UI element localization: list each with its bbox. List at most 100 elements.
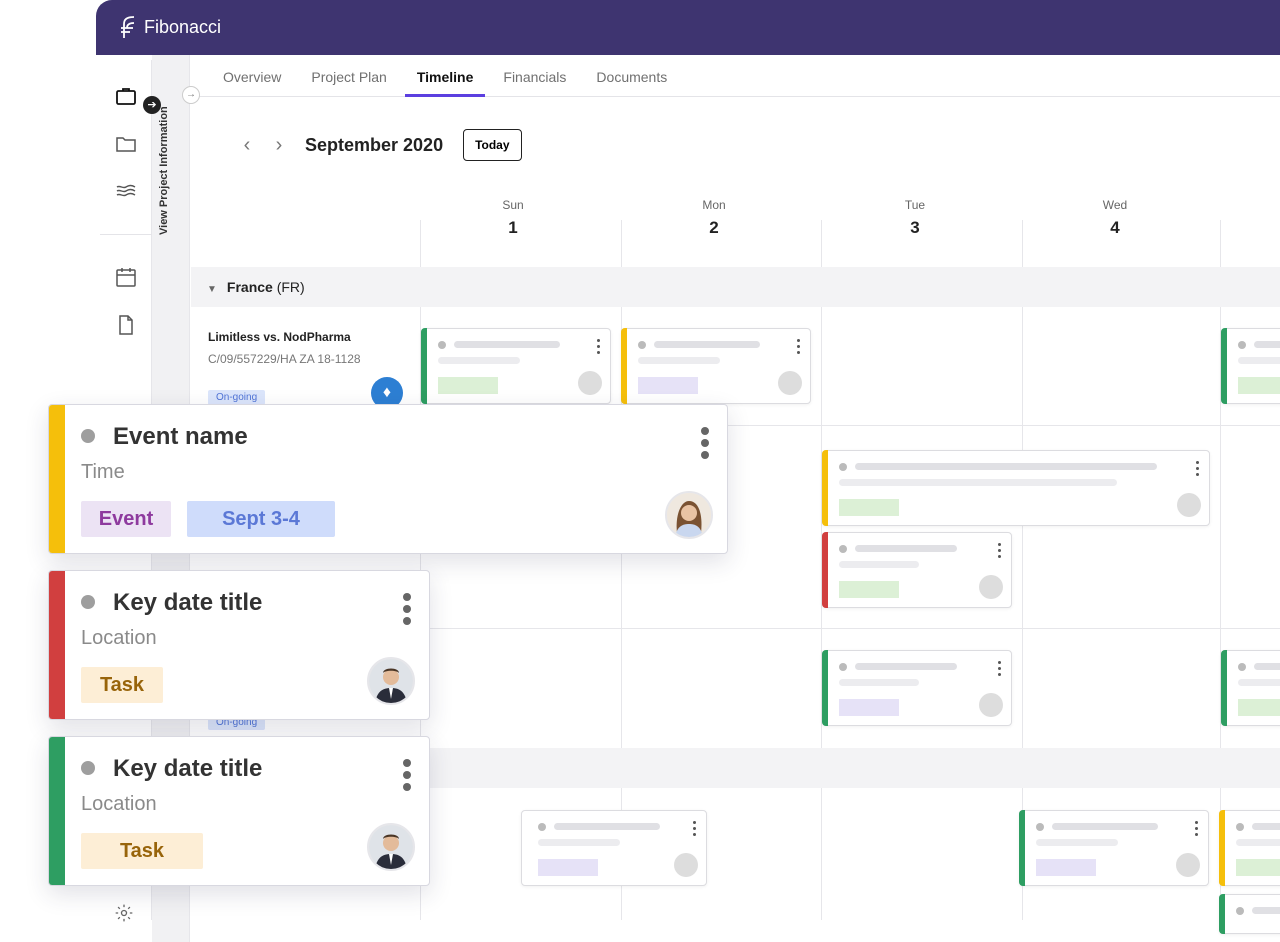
placeholder-bar [839,561,919,568]
group-row-france[interactable]: ▼ France (FR) [191,267,1280,307]
day-header: Sun 1 [413,198,613,238]
key-date-popup-card[interactable]: Key date title Location Task [48,736,430,886]
placeholder-bar [1254,341,1280,348]
event-card[interactable] [822,650,1012,726]
event-card[interactable] [421,328,611,404]
kebab-menu-icon[interactable] [1195,821,1198,839]
today-button[interactable]: Today [463,129,522,161]
day-name: Wed [1102,198,1128,212]
kebab-menu-icon[interactable] [998,543,1001,561]
event-card[interactable] [621,328,811,404]
key-date-title: Key date title [113,589,263,616]
card-stripe [1221,328,1227,404]
status-dot [839,463,847,471]
matter-title[interactable]: Limitless vs. NodPharma [208,330,351,344]
kebab-menu-icon[interactable] [1196,461,1199,479]
event-title: Event name [113,423,248,450]
calendar-nav: ‹ › September 2020 Today [231,129,522,161]
avatar [1177,493,1201,517]
event-card[interactable] [822,532,1012,608]
timeline-grid: Sun 1 Mon 2 Tue 3 Wed 4 ▼ France (FR) Lim… [191,190,1280,934]
card-stripe [49,737,65,885]
event-card[interactable] [1221,650,1280,726]
card-stripe [822,450,828,526]
drop-icon: ♦ [371,377,403,409]
status-dot [1238,341,1246,349]
event-card[interactable] [1219,810,1280,886]
caret-down-icon[interactable]: ▼ [207,284,217,295]
event-popup-card[interactable]: Event name Time Event Sept 3-4 [48,404,728,554]
key-date-popup-card[interactable]: Key date title Location Task [48,570,430,720]
chevron-right-icon[interactable]: › [275,133,283,156]
avatar [367,823,415,871]
card-stripe [49,571,65,719]
status-dot [1236,823,1244,831]
tag-placeholder [1236,859,1280,876]
card-stripe [621,328,627,404]
kebab-menu-icon[interactable] [701,427,709,463]
card-stripe [421,328,427,404]
kebab-menu-icon[interactable] [597,339,600,357]
card-stripe [822,650,828,726]
column-divider [1022,220,1023,920]
tab-project-plan[interactable]: Project Plan [311,69,387,85]
day-name: Tue [904,198,926,212]
event-card[interactable] [1221,328,1280,404]
calendar-icon[interactable] [114,265,138,289]
status-dot [638,341,646,349]
placeholder-bar [855,663,957,670]
kebab-menu-icon[interactable] [797,339,800,357]
placeholder-bar [554,823,660,830]
placeholder-bar [855,463,1157,470]
placeholder-bar [1036,839,1118,846]
group-name: France [226,279,273,295]
tab-overview[interactable]: Overview [223,69,282,85]
briefcase-icon[interactable] [114,84,138,108]
tag-placeholder [1238,377,1280,394]
tag-placeholder [839,699,899,716]
brand-logo[interactable]: Fibonacci [118,14,221,40]
rail-divider [100,234,152,235]
tag-placeholder [1238,699,1280,716]
placeholder-bar [855,545,957,552]
tab-timeline[interactable]: Timeline [404,55,486,97]
event-card[interactable] [1219,894,1280,934]
document-icon[interactable] [114,313,138,337]
expand-panel-icon[interactable]: → [182,86,200,104]
placeholder-bar [538,839,620,846]
day-number: 4 [1110,218,1120,237]
layers-icon[interactable] [114,180,138,204]
placeholder-bar [654,341,760,348]
group-code: (FR) [276,279,305,295]
day-number: 3 [910,218,920,237]
placeholder-bar [638,357,720,364]
avatar [578,371,602,395]
event-card[interactable] [1019,810,1209,886]
tag-placeholder [839,581,899,598]
key-date-location: Location [81,627,157,649]
day-header: Wed 4 [1015,198,1215,238]
kebab-menu-icon[interactable] [998,661,1001,679]
avatar [979,693,1003,717]
folder-icon[interactable] [114,132,138,156]
tag-placeholder [538,859,598,876]
day-name: Sun [502,198,524,212]
arrow-right-icon[interactable]: ➔ [143,96,161,114]
status-dot [438,341,446,349]
status-dot [81,595,95,609]
kebab-menu-icon[interactable] [403,593,411,629]
avatar [665,491,713,539]
current-month: September 2020 [305,134,444,155]
event-card[interactable] [822,450,1210,526]
view-project-information-label: View Project Information [158,106,170,235]
kebab-menu-icon[interactable] [693,821,696,839]
fibonacci-logo-icon [121,16,135,38]
tab-documents[interactable]: Documents [596,69,668,85]
event-card[interactable] [521,810,707,886]
kebab-menu-icon[interactable] [403,759,411,795]
card-stripe [1019,810,1025,886]
placeholder-bar [1236,839,1280,846]
tab-financials[interactable]: Financials [503,69,567,85]
gear-icon[interactable] [114,903,134,923]
chevron-left-icon[interactable]: ‹ [243,133,251,156]
